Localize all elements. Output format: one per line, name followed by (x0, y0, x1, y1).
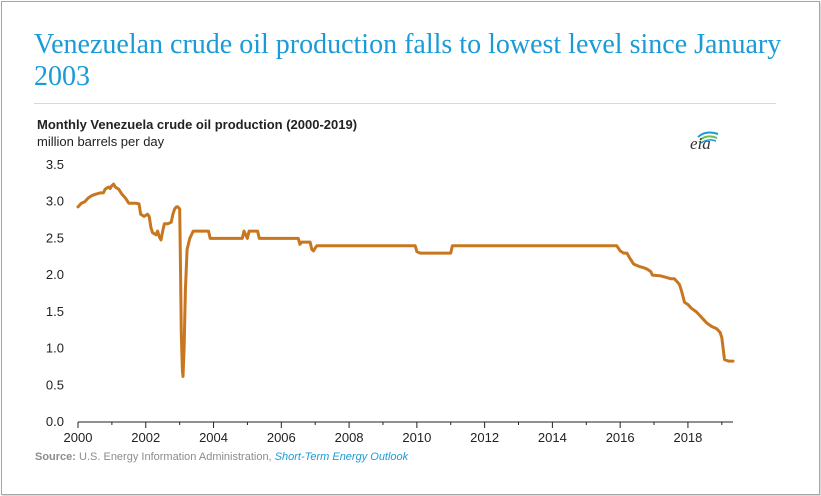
divider (34, 103, 776, 104)
y-tick-label: 2.5 (46, 230, 64, 245)
source-note: Source: U.S. Energy Information Administ… (35, 451, 408, 463)
x-tick-label: 2004 (199, 430, 228, 445)
source-label: Source: (35, 451, 76, 463)
y-tick-label: 2.0 (46, 267, 64, 282)
y-axis-units: million barrels per day (37, 134, 165, 149)
x-tick-label: 2010 (402, 430, 431, 445)
x-tick-label: 2012 (470, 430, 499, 445)
headline: Venezuelan crude oil production falls to… (34, 29, 782, 92)
y-tick-label: 1.5 (46, 304, 64, 319)
eia-logo-icon (697, 131, 719, 144)
y-tick-label: 0.5 (46, 377, 64, 392)
source-publication-link[interactable]: Short-Term Energy Outlook (274, 451, 409, 463)
source-agency: U.S. Energy Information Administration, (79, 451, 272, 463)
series-line-crude-oil-production (76, 182, 735, 378)
x-tick-label: 2002 (131, 430, 160, 445)
x-axis: 2000 2002 2004 2006 2008 2010 2012 2014 2016 2018 (64, 421, 733, 445)
x-tick-label: 2000 (64, 430, 93, 445)
eia-logo-text: eia (690, 134, 711, 153)
x-tick-label: 2014 (538, 430, 567, 445)
chart-title: Monthly Venezuela crude oil production (… (37, 117, 358, 132)
series-layer (76, 182, 735, 378)
y-tick-label: 1.0 (46, 341, 64, 356)
x-tick-label: 2018 (673, 430, 702, 445)
y-axis: 0.0 0.5 1.0 1.5 2.0 2.5 3.0 3.5 (46, 157, 64, 429)
x-tick-label: 2016 (606, 430, 635, 445)
y-tick-label: 0.0 (46, 414, 64, 429)
y-tick-label: 3.5 (46, 157, 64, 172)
x-tick-label: 2008 (335, 430, 364, 445)
x-tick-label: 2006 (267, 430, 296, 445)
y-tick-label: 3.0 (46, 194, 64, 209)
